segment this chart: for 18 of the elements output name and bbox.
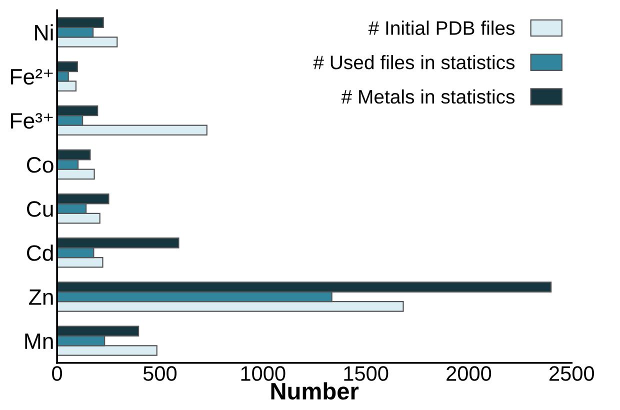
y-tick-label: Mn <box>25 334 53 349</box>
x-tick-label: 1500 <box>344 366 388 381</box>
legend-label: # Initial PDB files <box>368 20 515 35</box>
y-tick-label: Co <box>26 157 54 173</box>
y-tick-label: Cu <box>26 201 53 217</box>
x-tick-label: 1000 <box>241 366 286 381</box>
y-tick-label: Zn <box>29 290 53 305</box>
x-tick-label: 2500 <box>550 366 594 381</box>
y-tick-label: Cd <box>26 244 53 261</box>
x-axis-title: Number <box>271 382 359 400</box>
y-tick-label: Fe³⁺ <box>11 113 53 129</box>
x-tick-label: 2000 <box>446 366 492 381</box>
legend-label: # Used files in statistics <box>313 55 515 70</box>
x-tick-label: 500 <box>143 366 177 381</box>
legend-label: # Metals in statistics <box>341 89 515 104</box>
y-tick-label: Ni <box>35 24 53 40</box>
y-tick-label: Fe²⁺ <box>11 68 53 85</box>
x-tick-label: 0 <box>52 366 62 381</box>
